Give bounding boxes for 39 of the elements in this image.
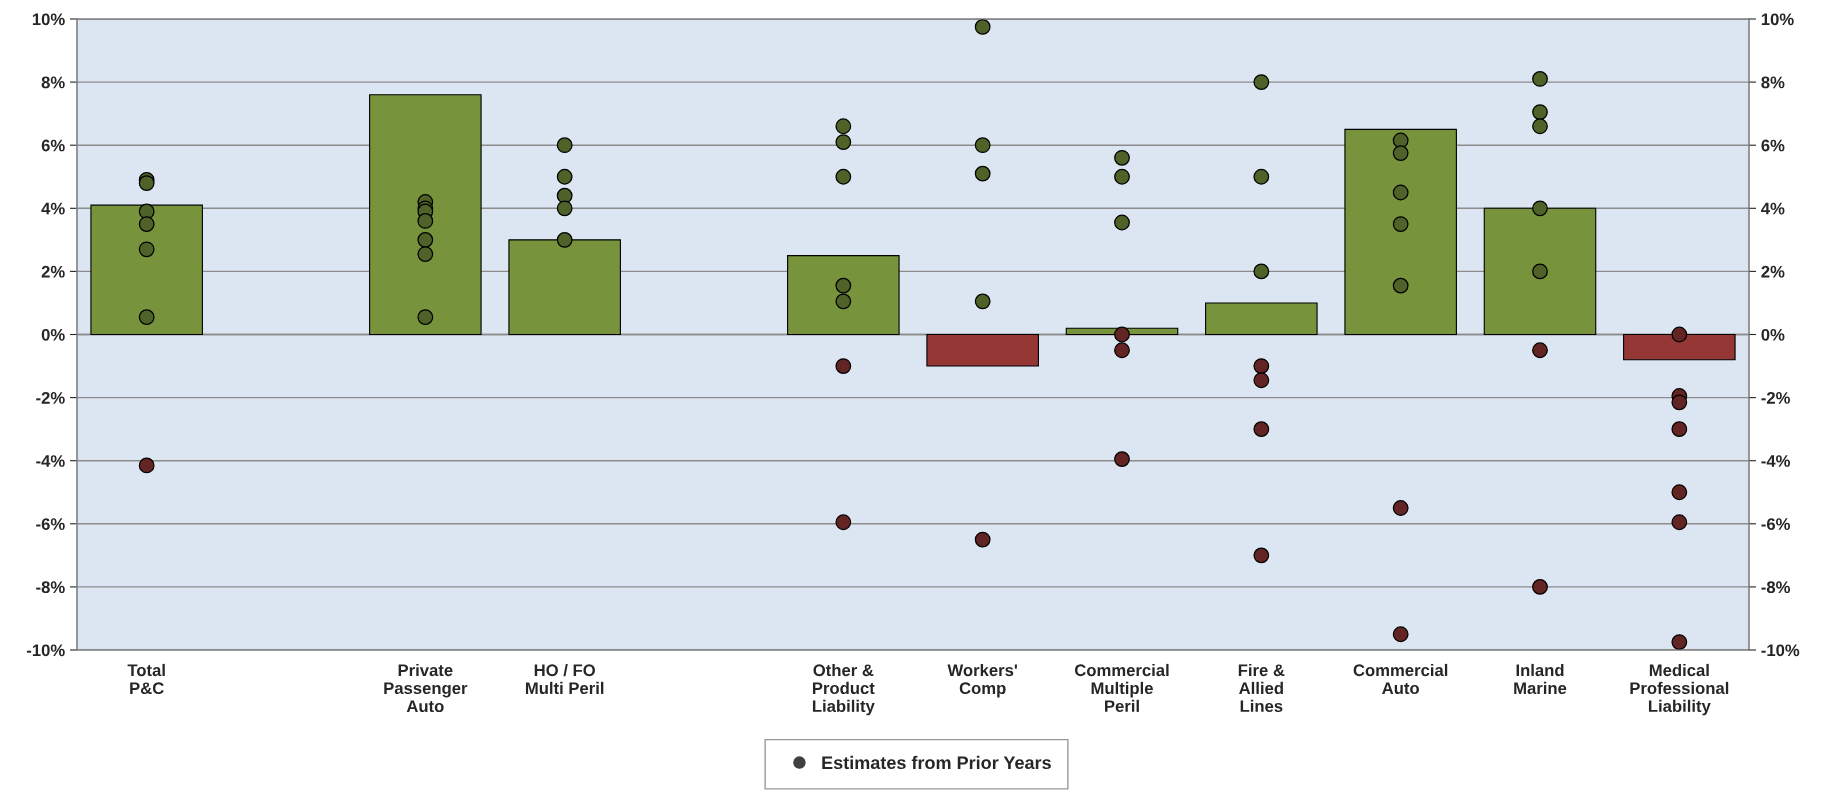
bar bbox=[1344, 128, 1457, 336]
y2-tick-label: -4% bbox=[1761, 455, 1791, 467]
y2-tick-label: 6% bbox=[1761, 139, 1785, 152]
y2-tick-label: 2% bbox=[1761, 265, 1785, 278]
y-tick-label: 2% bbox=[41, 265, 65, 278]
text: Estimates from Prior Years bbox=[822, 755, 1051, 770]
y2-tick-label: 4% bbox=[1761, 202, 1785, 215]
x-tick-label: Workers' Comp bbox=[947, 663, 1017, 698]
y-tick-label: 4% bbox=[41, 202, 65, 215]
x-tick-label: Other & Product Liability bbox=[812, 663, 875, 716]
y2-tick-label: 8% bbox=[1761, 76, 1785, 89]
bar bbox=[926, 333, 1039, 367]
x-tick-label: Inland Marine bbox=[1514, 663, 1567, 695]
y-tick-label: -8% bbox=[36, 581, 65, 594]
y2-tick-label: 10% bbox=[1761, 13, 1794, 26]
y-tick-label: 8% bbox=[41, 76, 65, 89]
x-tick-label: Medical Professional Liability bbox=[1630, 663, 1729, 716]
bar bbox=[1205, 302, 1318, 336]
bar bbox=[369, 94, 482, 336]
y2-tick-label: -10% bbox=[1761, 644, 1800, 657]
x-tick-label: Commercial Multiple Peril bbox=[1074, 663, 1169, 713]
y-tick-label: 6% bbox=[41, 139, 65, 152]
y2-tick-label: -2% bbox=[1761, 392, 1791, 404]
y-tick-label: 0% bbox=[41, 328, 65, 341]
bar bbox=[90, 204, 203, 336]
y-tick-label: 10% bbox=[32, 13, 65, 26]
y2-tick-label: -8% bbox=[1761, 581, 1791, 594]
y2-tick-label: 0% bbox=[1761, 328, 1785, 341]
x-tick-label: Private Passenger Auto bbox=[384, 663, 468, 713]
y-tick-label: -2% bbox=[36, 392, 65, 404]
y-tick-label: -4% bbox=[36, 455, 65, 467]
y2-tick-label: -6% bbox=[1761, 518, 1791, 530]
y-tick-label: -10% bbox=[26, 644, 65, 657]
x-tick-label: Fire & Allied Lines bbox=[1238, 663, 1285, 713]
bar bbox=[787, 255, 900, 336]
x-tick-label: HO / FO Multi Peril bbox=[525, 663, 604, 695]
y-tick-label: -6% bbox=[36, 518, 65, 530]
x-tick-label: Commercial Auto bbox=[1353, 663, 1448, 695]
x-tick-label: Total P&C bbox=[127, 663, 165, 695]
